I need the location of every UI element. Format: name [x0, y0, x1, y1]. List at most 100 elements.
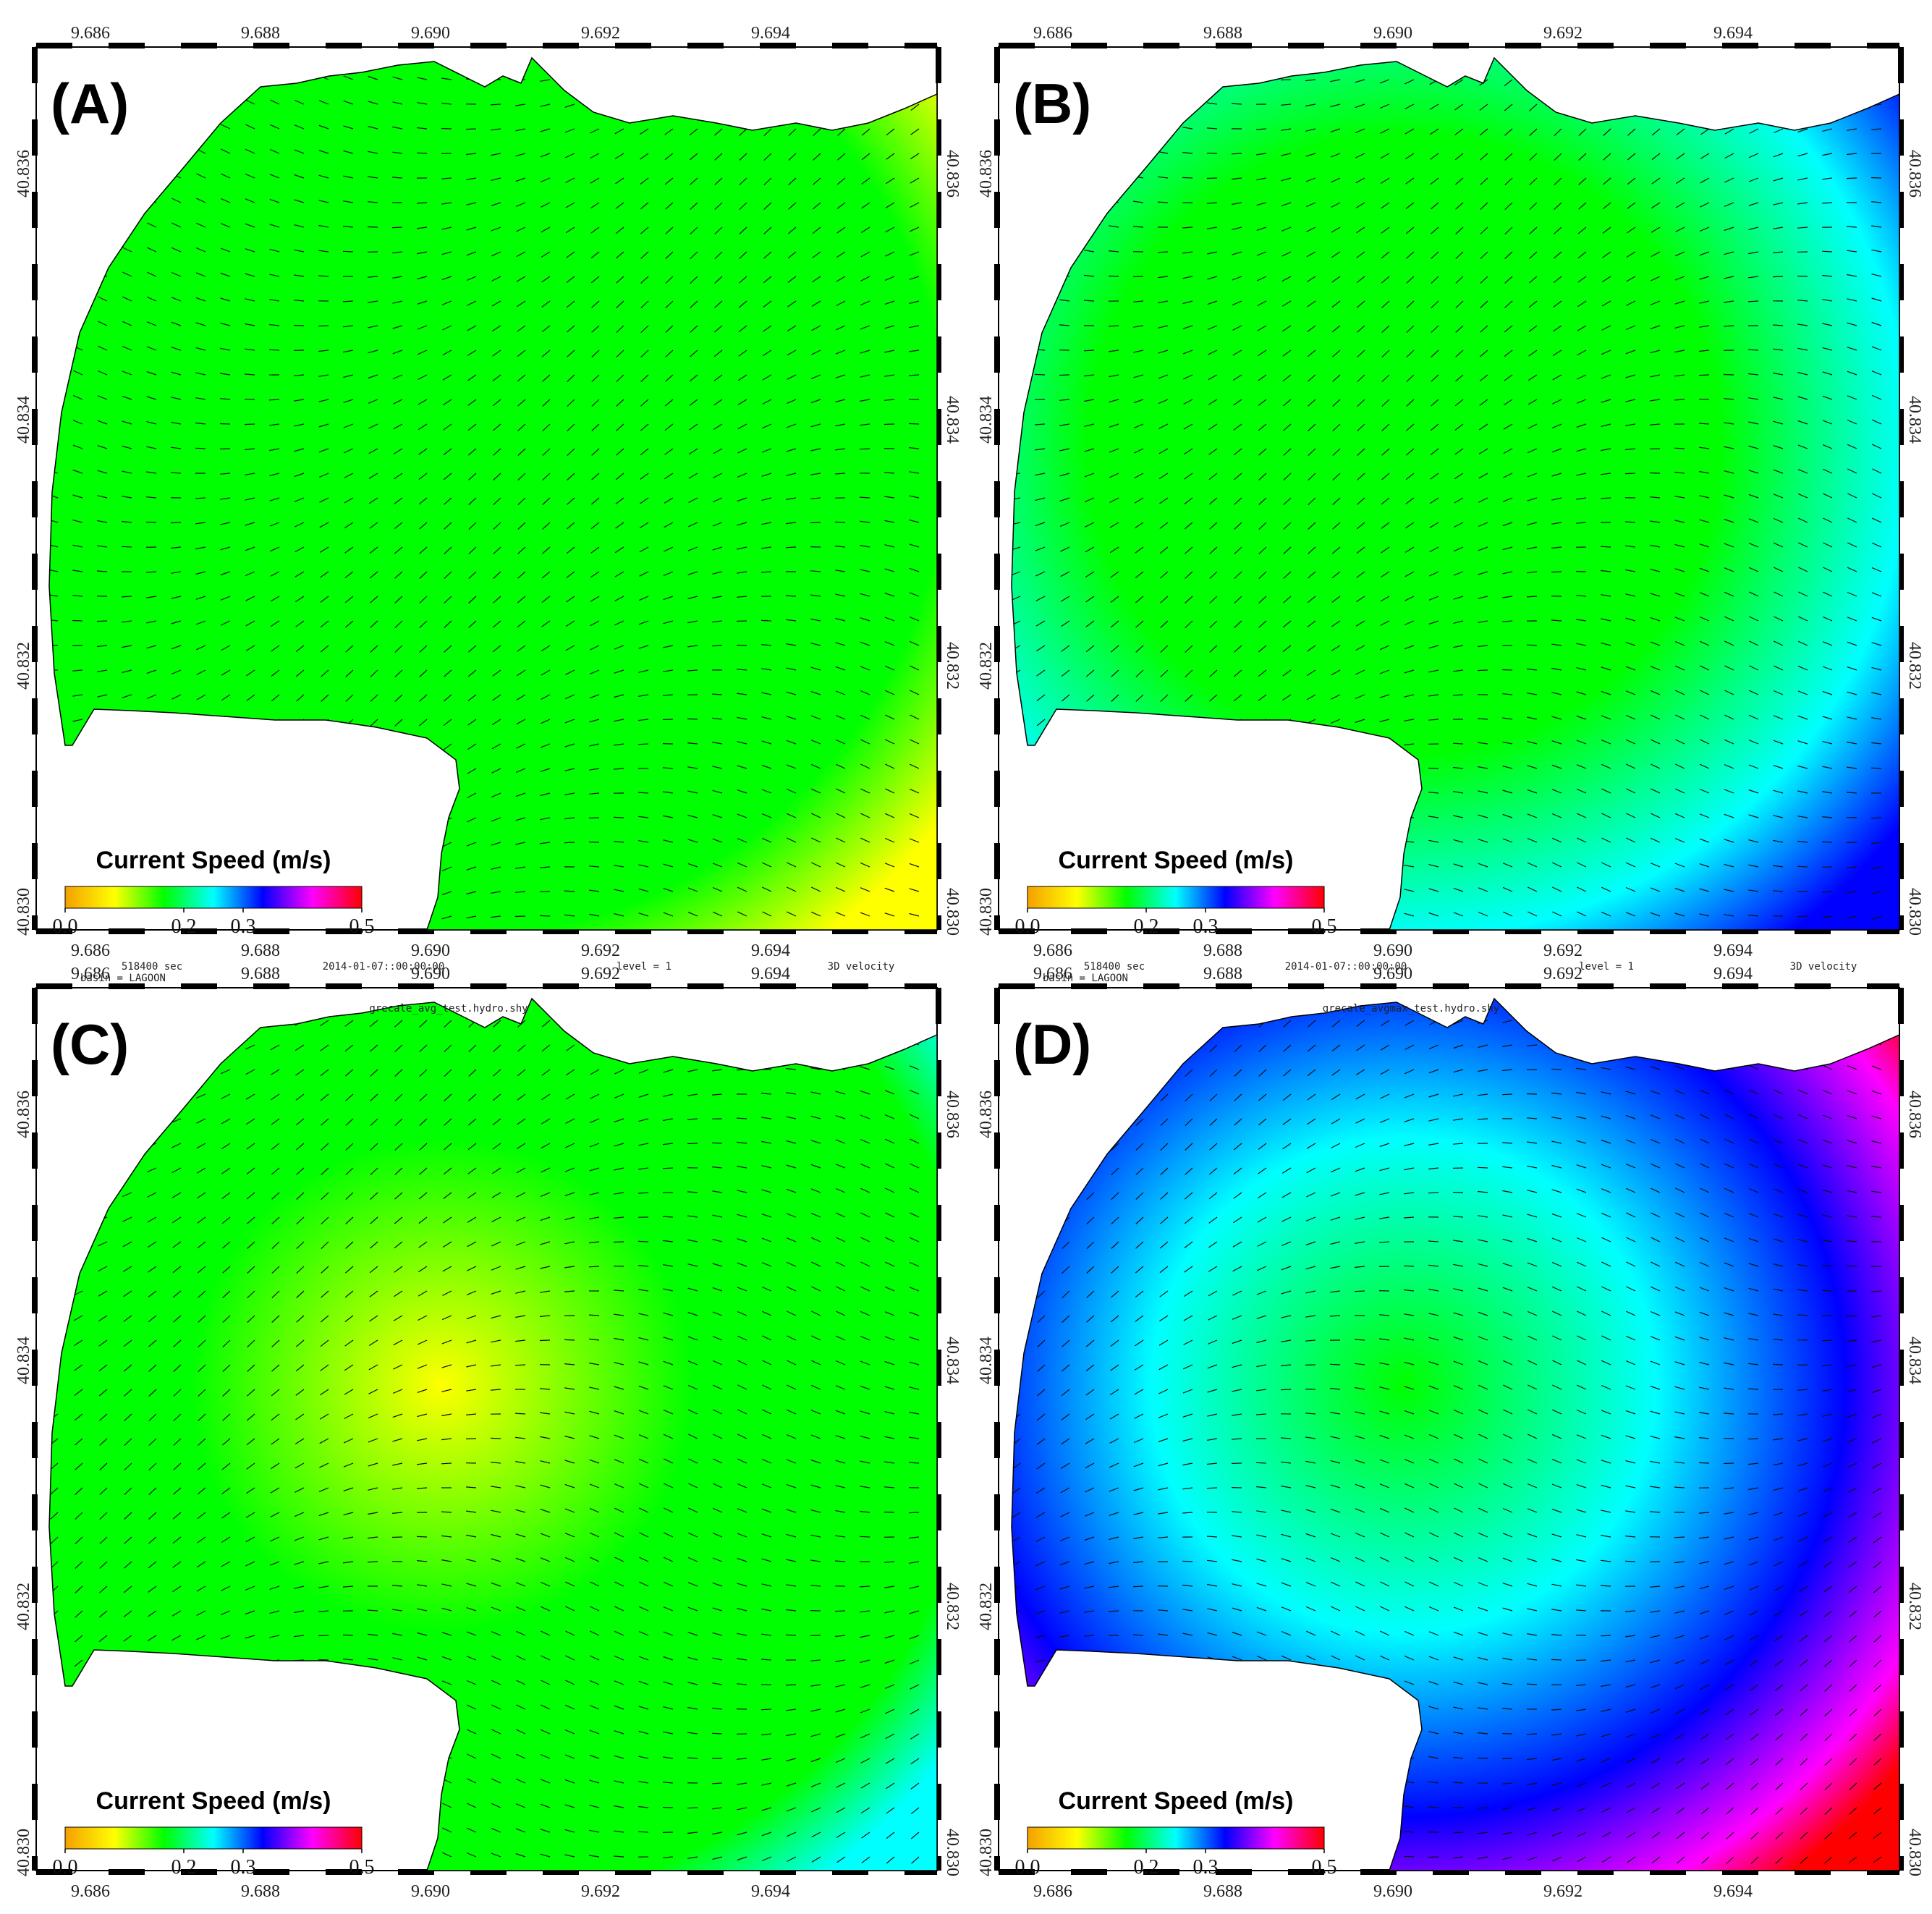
panel-label-c: (C) [51, 1012, 129, 1076]
coastline-a [48, 56, 938, 931]
x-tick-label-bottom: 9.694 [1713, 1882, 1753, 1901]
x-tick-label-top: 9.688 [241, 24, 280, 43]
x-tick-label-bottom: 9.688 [1203, 1882, 1242, 1901]
header-date: 2014-01-07::00:00:00 [1285, 961, 1407, 973]
header-variable: 3D velocity [828, 961, 895, 973]
colorbar-tick-label: 0.5 [1312, 1856, 1337, 1879]
y-tick-label-left: 40.834 [14, 396, 33, 444]
header-basin: basin = LAGOON [80, 973, 166, 984]
y-tick-label-left: 40.836 [977, 150, 996, 198]
x-tick-label-bottom: 9.692 [1543, 941, 1583, 960]
y-tick-label-right: 40.830 [943, 1829, 962, 1876]
header-level: level = 1 [617, 961, 671, 973]
x-tick-label-top: 9.692 [581, 965, 620, 983]
x-tick-label-bottom: 9.688 [1203, 941, 1242, 960]
x-tick-label-bottom: 9.686 [1033, 1882, 1072, 1901]
x-tick-label-top: 9.692 [1543, 965, 1583, 983]
x-tick-label-bottom: 9.688 [241, 941, 280, 960]
colorbar-tick-label: 0.0 [1015, 1856, 1041, 1879]
panel-label-a: (A) [51, 72, 129, 135]
colorbar [1027, 886, 1325, 909]
y-tick-label-right: 40.836 [943, 150, 962, 198]
x-tick-label-top: 9.694 [1713, 24, 1753, 43]
header-time: 518400 sec [122, 961, 182, 973]
coastline-b [1011, 56, 1900, 931]
velocity-field [1012, 999, 1899, 1871]
y-tick-label-right: 40.834 [1905, 396, 1924, 444]
x-tick-label-top: 9.688 [1203, 24, 1242, 43]
colorbar-tick-label: 0.2 [1134, 915, 1159, 938]
y-tick-label-left: 40.832 [977, 642, 996, 690]
header-filename: grecale_avgmax_test.hydro.shy [1323, 1003, 1499, 1015]
y-tick-label-right: 40.830 [943, 888, 962, 936]
colorbar-tick-label: 0.2 [171, 1856, 197, 1879]
x-tick-label-bottom: 9.694 [1713, 941, 1753, 960]
y-tick-label-right: 40.836 [1905, 150, 1924, 198]
colorbar [64, 886, 363, 909]
x-tick-label-top: 9.694 [1713, 965, 1753, 983]
map-svg-c: 9.686 9.686 9.688 9.688 9.690 9.690 9.692 9.692… [14, 961, 962, 1901]
colorbar-tick-label: 0.5 [349, 915, 375, 938]
header-date: 2014-01-07::00:00:00 [323, 961, 445, 973]
x-tick-label-bottom: 9.686 [71, 1882, 110, 1901]
colorbar-tick-label: 0.2 [171, 915, 197, 938]
x-tick-label-top: 9.694 [751, 24, 790, 43]
x-tick-label-bottom: 9.694 [751, 941, 790, 960]
colorbar-tick-label: 0.2 [1134, 1856, 1159, 1879]
x-tick-label-top: 9.690 [1373, 24, 1412, 43]
panel-label-d: (D) [1013, 1012, 1091, 1076]
map-svg-b: 9.686 9.686 9.688 9.688 9.690 9.690 9.692 9.692… [977, 24, 1924, 960]
velocity-field [49, 999, 937, 1871]
y-tick-label-right: 40.830 [1905, 888, 1924, 936]
y-tick-label-right: 40.834 [943, 396, 962, 444]
map-panel-a: 9.686 9.686 9.688 9.688 9.690 9.690 9.692 9.692… [14, 22, 962, 962]
x-tick-label-top: 9.688 [241, 965, 280, 983]
colorbar-tick-label: 0.5 [349, 1856, 375, 1879]
y-tick-label-left: 40.836 [14, 1091, 33, 1138]
x-tick-label-top: 9.692 [1543, 24, 1583, 43]
colorbar-tick-label: 0.0 [53, 1856, 78, 1879]
coastline-d [1011, 997, 1900, 1871]
y-tick-label-left: 40.836 [14, 150, 33, 198]
x-tick-label-top: 9.686 [71, 24, 110, 43]
x-tick-label-top: 9.690 [411, 24, 450, 43]
y-tick-label-right: 40.832 [1905, 642, 1924, 690]
x-tick-label-top: 9.688 [1203, 965, 1242, 983]
colorbar [1027, 1826, 1325, 1850]
x-tick-label-bottom: 9.692 [1543, 1882, 1583, 1901]
y-tick-label-right: 40.834 [1905, 1337, 1924, 1384]
colorbar-title: Current Speed (m/s) [1059, 1787, 1294, 1815]
x-tick-label-bottom: 9.686 [1033, 941, 1072, 960]
y-tick-label-left: 40.832 [14, 1583, 33, 1630]
colorbar-tick-label: 0.0 [1015, 915, 1041, 938]
map-panel-c: 9.686 9.686 9.688 9.688 9.690 9.690 9.692 9.692… [14, 961, 962, 1903]
y-tick-label-left: 40.830 [977, 888, 996, 936]
x-tick-label-bottom: 9.692 [581, 941, 620, 960]
velocity-field [1012, 58, 1899, 930]
x-tick-label-top: 9.690 [1373, 965, 1412, 983]
y-tick-label-right: 40.836 [1905, 1091, 1924, 1138]
y-tick-label-left: 40.830 [14, 888, 33, 936]
map-svg-a: 9.686 9.686 9.688 9.688 9.690 9.690 9.692 9.692… [14, 24, 962, 960]
y-tick-label-right: 40.832 [943, 1583, 962, 1630]
colorbar-tick-label: 0.5 [1312, 915, 1337, 938]
y-tick-label-left: 40.834 [977, 1337, 996, 1384]
y-tick-label-left: 40.832 [14, 642, 33, 690]
y-tick-label-left: 40.832 [977, 1583, 996, 1630]
x-tick-label-bottom: 9.690 [1373, 941, 1412, 960]
y-tick-label-left: 40.836 [977, 1091, 996, 1138]
x-tick-label-top: 9.690 [411, 965, 450, 983]
header-filename: grecale_avg_test.hydro.shy [369, 1003, 528, 1015]
x-tick-label-bottom: 9.690 [411, 1882, 450, 1901]
x-tick-label-top: 9.686 [1033, 24, 1072, 43]
colorbar-tick-label: 0.3 [1193, 1856, 1219, 1879]
x-tick-label-bottom: 9.686 [71, 941, 110, 960]
y-tick-label-right: 40.836 [943, 1091, 962, 1138]
header-level: level = 1 [1579, 961, 1634, 973]
x-tick-label-top: 9.692 [581, 24, 620, 43]
x-tick-label-bottom: 9.694 [751, 1882, 790, 1901]
y-tick-label-right: 40.834 [943, 1337, 962, 1384]
header-basin: basin = LAGOON [1043, 973, 1128, 984]
header-variable: 3D velocity [1790, 961, 1857, 973]
y-tick-label-left: 40.834 [14, 1337, 33, 1384]
